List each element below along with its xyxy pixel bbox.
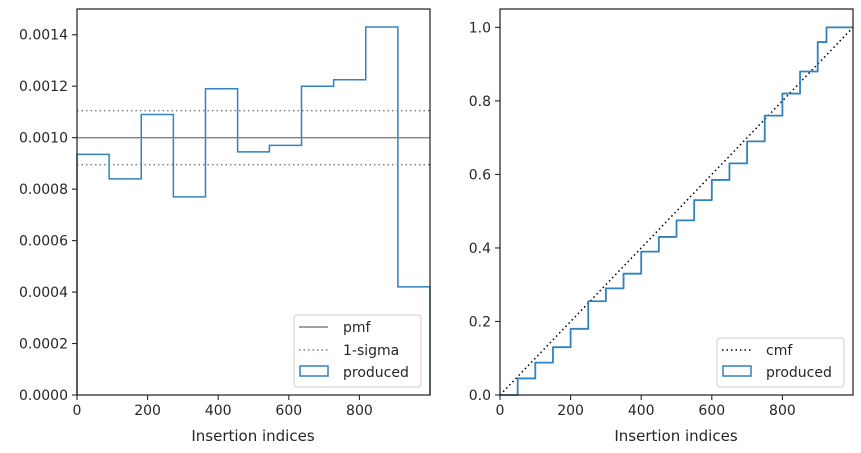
histogram-axes-frame (76, 8, 431, 396)
y-tick-label: 0.0 (469, 388, 491, 404)
produced-cumulative-line (500, 26, 853, 396)
cumulative-y-ticks: 0.0 0.2 0.4 0.6 0.8 1.0 (469, 20, 500, 404)
cumulative-plot-area (499, 26, 854, 396)
y-tick-label: 0.0002 (19, 337, 68, 353)
y-tick-label: 0.0008 (19, 182, 68, 198)
x-tick-label: 600 (275, 403, 302, 419)
x-tick-label: 600 (698, 403, 725, 419)
x-tick-label: 0 (496, 403, 505, 419)
x-tick-label: 400 (628, 403, 655, 419)
histogram-legend: pmf 1-sigma produced (293, 314, 422, 388)
cumulative-x-ticks: 0 200 400 600 800 (496, 395, 796, 419)
y-tick-label: 0.2 (469, 314, 491, 330)
cumulative-legend-box (716, 337, 845, 388)
y-tick-label: 0.8 (469, 94, 491, 110)
histogram-panel: 0 200 400 600 800 0.00000.00020.00040.00060.… (19, 8, 431, 445)
y-tick-label: 0.4 (469, 241, 491, 257)
x-tick-label: 800 (346, 403, 373, 419)
cumulative-legend: cmf produced (716, 337, 845, 388)
x-tick-label: 200 (557, 403, 584, 419)
histogram-x-ticks: 0 200 400 600 800 (73, 395, 373, 419)
legend-produced-swatch (299, 365, 329, 377)
y-tick-label: 0.0006 (19, 234, 68, 250)
cumulative-x-axis-label: Insertion indices (614, 427, 737, 445)
x-tick-label: 800 (769, 403, 796, 419)
histogram-x-axis-label: Insertion indices (191, 427, 314, 445)
x-tick-label: 400 (205, 403, 232, 419)
legend-pmf-label: pmf (343, 320, 372, 336)
y-tick-label: 0.0004 (19, 285, 68, 301)
cumulative-panel: 0 200 400 600 800 0.0 0.2 0.4 0.6 0.8 1.0 Inserti… (469, 8, 854, 445)
y-tick-label: 1.0 (469, 20, 491, 36)
histogram-y-ticks: 0.0000 0.0002 0.0004 0.0006 0.0008 0.0010 0.00… (19, 28, 77, 404)
y-tick-label: 0.6 (469, 167, 491, 183)
cumulative-axes-frame (499, 8, 854, 396)
legend-produced-label: produced (343, 365, 409, 381)
x-tick-label: 200 (134, 403, 161, 419)
legend-produced-swatch (722, 365, 752, 377)
histogram-plot-area (76, 26, 431, 395)
histogram-legend-box (293, 314, 422, 388)
legend-produced-label: produced (766, 365, 832, 381)
y-tick-label: 0.0012 (19, 79, 68, 95)
produced-histogram (76, 26, 431, 395)
legend-1-sigma-label: 1-sigma (343, 343, 399, 359)
y-tick-label: 0.0014 (19, 28, 68, 44)
y-tick-label: 0.0010 (19, 131, 68, 147)
legend-cmf-label: cmf (766, 343, 793, 359)
x-tick-label: 0 (73, 403, 82, 419)
y-tick-label: 0.0000 (19, 388, 68, 404)
